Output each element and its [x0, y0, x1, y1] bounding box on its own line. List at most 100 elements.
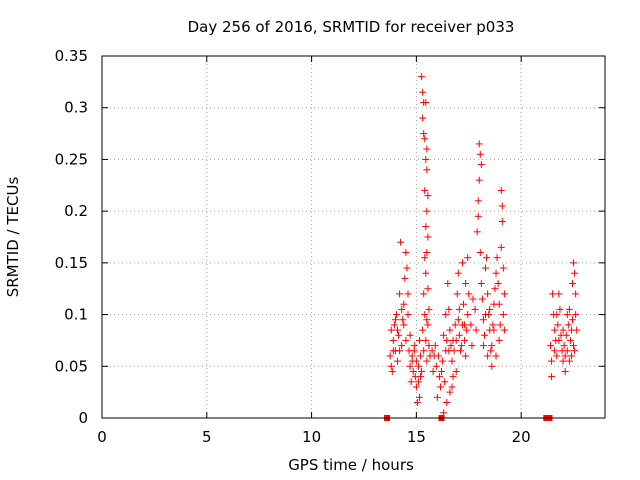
data-point [492, 352, 500, 360]
data-point [400, 321, 408, 329]
data-point [424, 233, 432, 241]
data-point [412, 383, 420, 391]
data-point [561, 367, 569, 375]
y-tick-label: 0.2 [64, 202, 88, 220]
y-tick-label: 0.15 [55, 254, 88, 272]
data-point [435, 373, 443, 381]
grid-lines [102, 56, 605, 418]
data-point [424, 192, 432, 200]
data-point [388, 367, 396, 375]
data-point [564, 321, 572, 329]
data-point [438, 367, 446, 375]
data-point [418, 367, 426, 375]
data-point [472, 326, 480, 334]
data-point [476, 150, 484, 158]
data-point [433, 393, 441, 401]
data-point [499, 264, 507, 272]
data-point [484, 352, 492, 360]
data-point [486, 305, 494, 313]
data-point [406, 362, 414, 370]
data-point [555, 336, 563, 344]
data-point [483, 254, 491, 262]
data-point [432, 362, 440, 370]
data-point [571, 269, 579, 277]
data-point [400, 300, 408, 308]
data-point [448, 357, 456, 365]
data-point [423, 316, 431, 324]
data-point [482, 311, 490, 319]
x-axis-label: GPS time / hours [288, 456, 414, 474]
data-point [445, 305, 453, 313]
data-point [462, 280, 470, 288]
data-point [455, 331, 463, 339]
data-point [396, 290, 404, 298]
plot-frame [101, 55, 606, 419]
data-point [422, 336, 430, 344]
data-point [392, 311, 400, 319]
data-point [419, 114, 427, 122]
data-point [402, 249, 410, 257]
data-point [476, 249, 484, 257]
data-point [449, 373, 457, 381]
data-point [563, 347, 571, 355]
data-point [498, 202, 506, 210]
data-point [479, 316, 487, 324]
data-point [425, 342, 433, 350]
data-point [417, 373, 425, 381]
data-point [553, 352, 561, 360]
data-point [404, 290, 412, 298]
data-point [567, 326, 575, 334]
data-point [477, 161, 485, 169]
data-point [475, 176, 483, 184]
data-point [460, 300, 468, 308]
x-tick-label: 10 [302, 428, 321, 446]
data-point [391, 316, 399, 324]
data-point [410, 347, 418, 355]
data-point [570, 342, 578, 350]
data-point [570, 259, 578, 267]
data-point [401, 274, 409, 282]
data-point [469, 295, 477, 303]
data-point [386, 352, 394, 360]
data-point [399, 316, 407, 324]
data-point [490, 326, 498, 334]
data-point [554, 321, 562, 329]
data-point [394, 326, 402, 334]
data-point [461, 321, 469, 329]
data-point [547, 342, 555, 350]
data-point [424, 285, 432, 293]
data-point [422, 99, 430, 107]
data-point [395, 331, 403, 339]
data-point [569, 280, 577, 288]
data-point [418, 73, 426, 81]
data-point [468, 342, 476, 350]
data-point [488, 342, 496, 350]
data-point [498, 217, 506, 225]
data-point [441, 378, 449, 386]
data-point [454, 316, 462, 324]
data-point [421, 254, 429, 262]
data-point [474, 197, 482, 205]
data-point [492, 269, 500, 277]
data-point [463, 326, 471, 334]
data-point [464, 311, 472, 319]
data-point [431, 342, 439, 350]
data-point [414, 362, 422, 370]
data-point [572, 290, 580, 298]
data-point [428, 347, 436, 355]
data-point [471, 305, 479, 313]
data-point [429, 367, 437, 375]
data-point [419, 88, 427, 96]
data-point [457, 342, 465, 350]
data-point [406, 331, 414, 339]
data-point [553, 311, 561, 319]
x-tick-label: 15 [407, 428, 426, 446]
data-point [478, 295, 486, 303]
data-point [434, 352, 442, 360]
data-point [474, 212, 482, 220]
x-tick-label: 0 [97, 428, 107, 446]
data-point [416, 393, 424, 401]
data-point [475, 140, 483, 148]
data-point [559, 326, 567, 334]
